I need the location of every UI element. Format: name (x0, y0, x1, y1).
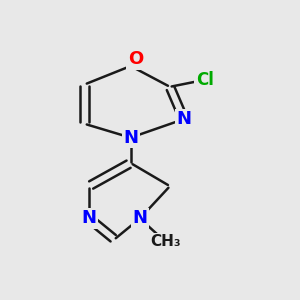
Text: N: N (132, 209, 147, 227)
Text: N: N (82, 209, 97, 227)
Text: CH₃: CH₃ (150, 234, 181, 249)
Text: O: O (128, 50, 143, 68)
Text: Cl: Cl (196, 71, 214, 89)
Text: N: N (176, 110, 191, 128)
Text: N: N (123, 129, 138, 147)
